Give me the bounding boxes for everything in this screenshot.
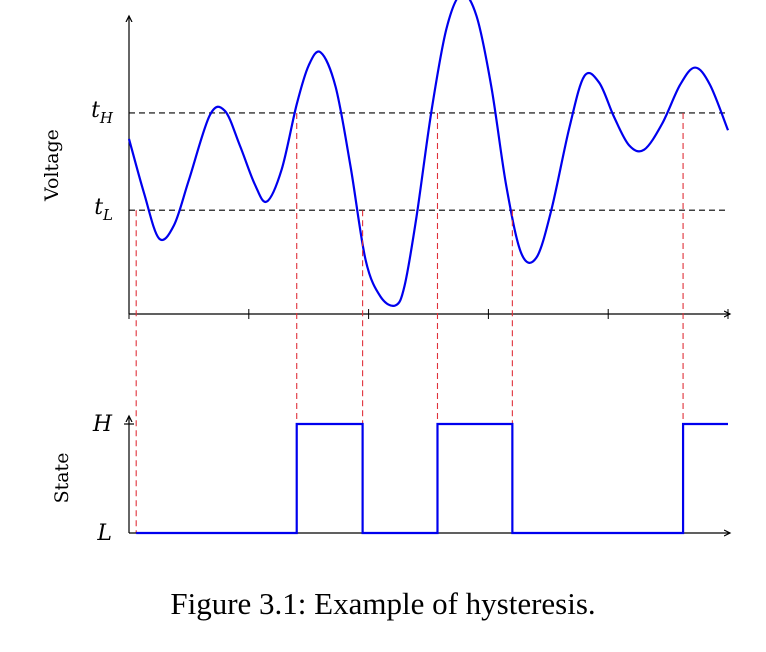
- voltage-signal-line: [127, 0, 730, 307]
- state-y-label: State: [51, 453, 73, 504]
- state-plot: H L State: [51, 412, 730, 546]
- state-tick-l: L: [96, 521, 112, 546]
- figure-caption: Figure 3.1: Example of hysteresis.: [170, 586, 596, 621]
- state-tick-h: H: [92, 412, 113, 437]
- voltage-x-ticks: [128, 309, 729, 319]
- low-threshold-label: tL: [94, 195, 113, 224]
- voltage-y-label: Voltage: [41, 129, 63, 202]
- voltage-plot: tH tL Voltage: [41, 0, 730, 319]
- high-threshold-label: tH: [91, 98, 114, 127]
- state-signal-line: [136, 422, 728, 535]
- crossing-guides: [135, 112, 684, 533]
